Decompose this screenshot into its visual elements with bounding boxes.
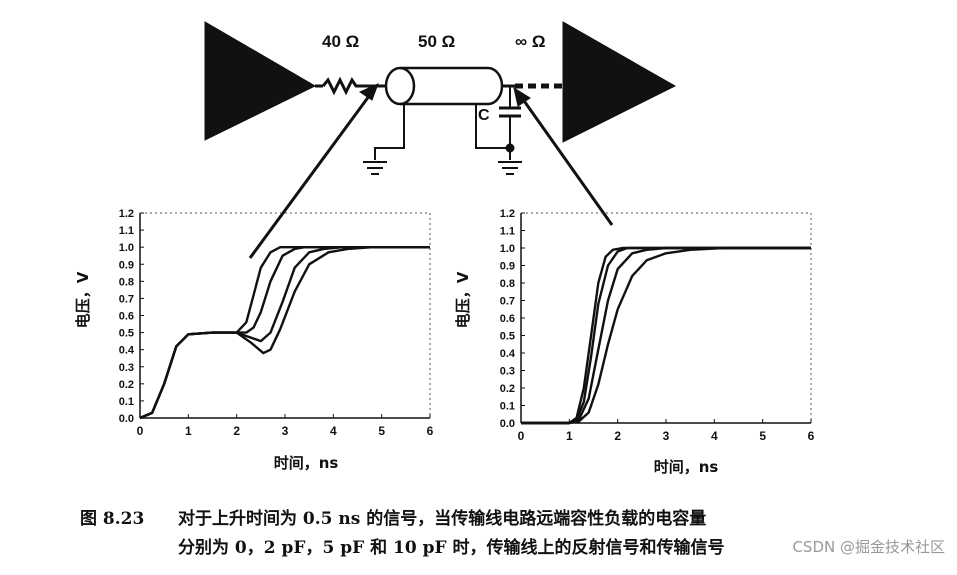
y-tick-label: 0.2 <box>119 379 134 391</box>
y-tick-label: 0.5 <box>119 328 134 340</box>
transmitted-signal-plot: 0.0 0.1 0.2 0.3 0.4 0.5 0.6 0.7 0.8 0.9 1.0 1.1 1.2 0… <box>454 208 815 476</box>
y-tick-label: 0.2 <box>500 383 515 395</box>
y-tick-label: 0.7 <box>500 296 515 308</box>
y-tick-label: 0.5 <box>500 331 515 343</box>
x-tick-label: 0 <box>137 424 144 438</box>
series-line-2 <box>139 246 430 420</box>
arrow-to-left-plot <box>248 91 374 259</box>
x-tick-label: 6 <box>808 429 815 443</box>
driver-triangle <box>204 21 317 141</box>
x-tick-label: 2 <box>614 429 621 443</box>
y-tick-label: 0.4 <box>500 348 516 360</box>
x-tick-label: 1 <box>566 429 573 443</box>
capacitor-icon <box>499 106 521 118</box>
left-ground-icon <box>363 161 387 175</box>
y-tick-label: 1.2 <box>119 208 134 220</box>
x-tick-label: 4 <box>330 424 337 438</box>
y-tick-label: 0.8 <box>119 276 134 288</box>
x-tick-label: 0 <box>518 429 525 443</box>
x-axis-label: 时间，ns <box>274 454 339 472</box>
circuit-schematic <box>204 21 677 259</box>
series-line-4 <box>139 246 430 420</box>
x-tick-label: 5 <box>378 424 385 438</box>
receiver-resistance-label: ∞ Ω <box>515 32 545 51</box>
series-line-3 <box>139 246 430 420</box>
reflected-signal-plot: 0.0 0.1 0.2 0.3 0.4 0.5 0.6 0.7 0.8 0.9 1.0 1.1 1.2 0… <box>74 208 434 472</box>
caption-line-1: 对于上升时间为 0.5 ns 的信号，当传输线电路远端容性负载的电容量 <box>178 509 707 529</box>
y-tick-label: 0.3 <box>119 362 134 374</box>
capacitor-label: C <box>478 107 490 124</box>
x-tick-label: 3 <box>663 429 670 443</box>
y-tick-label: 1.0 <box>119 242 134 254</box>
right-ground-icon <box>498 161 522 175</box>
y-tick-label: 0.1 <box>119 396 134 408</box>
y-tick-label: 1.0 <box>500 243 515 255</box>
arrow-head-right-icon <box>513 86 531 107</box>
receiver-triangle <box>562 21 677 143</box>
transmission-line-icon <box>384 66 504 106</box>
y-tick-label: 0.9 <box>500 261 515 273</box>
y-tick-label: 0.1 <box>500 401 515 413</box>
series-line-1 <box>139 246 430 420</box>
arrow-head-left-icon <box>358 83 379 101</box>
watermark: CSDN @掘金技术社区 <box>792 538 945 556</box>
driver-resistance-label: 10 Ω <box>254 32 291 51</box>
caption-line-2: 分别为 0，2 pF，5 pF 和 10 pF 时，传输线上的反射信号和传输信号 <box>178 538 725 558</box>
series-line-2 <box>521 246 811 425</box>
y-tick-label: 1.2 <box>500 208 515 220</box>
x-tick-label: 5 <box>759 429 766 443</box>
y-tick-label: 0.3 <box>500 366 515 378</box>
line-impedance-label: 50 Ω <box>418 32 455 51</box>
y-axis-label: 电压，V <box>454 271 472 328</box>
y-tick-label: 0.6 <box>119 311 134 323</box>
y-tick-label: 1.1 <box>500 226 515 238</box>
y-axis-label: 电压，V <box>74 271 92 328</box>
y-tick-label: 0.4 <box>119 345 135 357</box>
y-tick-label: 0.9 <box>119 259 134 271</box>
plot-frame <box>520 212 812 424</box>
right-shield-wire <box>475 104 510 149</box>
figure-caption: 图 8.23 对于上升时间为 0.5 ns 的信号，当传输线电路远端容性负载的电容… <box>80 505 920 563</box>
series-line-3 <box>521 246 811 425</box>
figure-number: 图 8.23 <box>80 509 145 529</box>
junction-dot <box>505 143 515 153</box>
resistor-icon <box>321 76 368 96</box>
x-tick-label: 2 <box>233 424 240 438</box>
series-resistance-label: 40 Ω <box>322 32 359 51</box>
y-tick-label: 1.1 <box>119 225 134 237</box>
x-axis-label: 时间，ns <box>654 458 719 476</box>
y-tick-label: 0.6 <box>500 313 515 325</box>
x-tick-label: 4 <box>711 429 718 443</box>
series-line-1 <box>521 246 811 425</box>
y-tick-label: 0.8 <box>500 278 515 290</box>
y-tick-label: 0.0 <box>500 418 515 430</box>
y-tick-label: 0.0 <box>119 413 134 425</box>
y-tick-label: 0.7 <box>119 293 134 305</box>
arrow-to-right-plot <box>520 97 614 226</box>
left-shield-ground-wire <box>374 104 405 160</box>
x-tick-label: 1 <box>185 424 192 438</box>
x-tick-label: 3 <box>282 424 289 438</box>
x-tick-label: 6 <box>427 424 434 438</box>
series-line-4 <box>521 246 811 425</box>
